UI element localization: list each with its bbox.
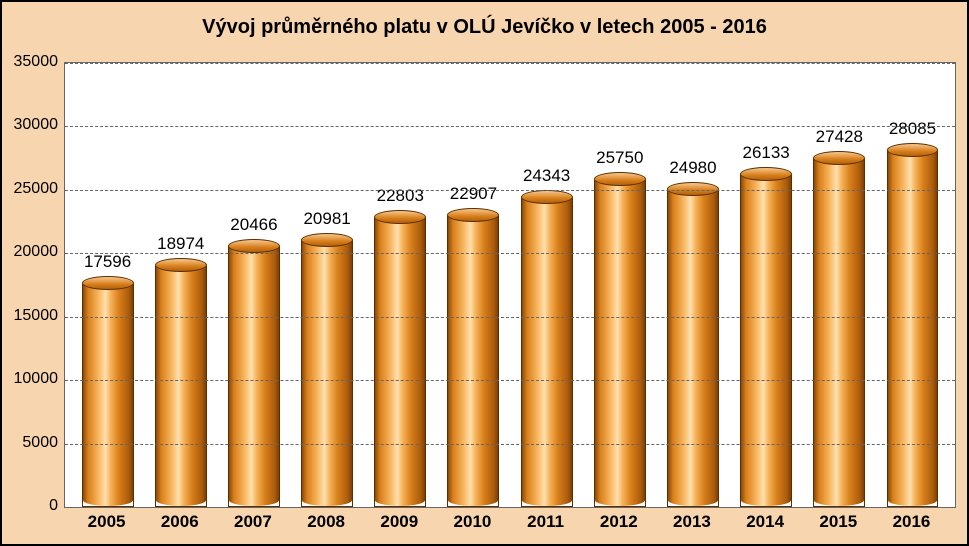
bar-value-label: 22907 xyxy=(450,184,497,204)
plot-area: 17596 18974 20466 20981 22803 22907 24343 25750… xyxy=(64,62,956,508)
y-tick-label: 25000 xyxy=(6,180,58,198)
y-tick-label: 10000 xyxy=(6,370,58,388)
x-tick-label: 2005 xyxy=(70,512,143,532)
bar-slot: 24980 xyxy=(656,190,729,507)
bar-slot: 25750 xyxy=(583,180,656,507)
bar-value-label: 24980 xyxy=(669,158,716,178)
bar-slot: 24343 xyxy=(510,198,583,507)
bar-value-label: 25750 xyxy=(596,148,643,168)
bar: 22907 xyxy=(447,216,499,507)
bar-slot: 22907 xyxy=(437,216,510,507)
bar: 24343 xyxy=(521,198,573,507)
bar-value-label: 28085 xyxy=(889,119,936,139)
bar-body xyxy=(156,266,206,506)
grid-line xyxy=(65,444,955,445)
chart-container: Vývoj průměrného platu v OLÚ Jevíčko v l… xyxy=(0,0,969,546)
x-tick-label: 2014 xyxy=(729,512,802,532)
bar-top xyxy=(887,143,939,157)
bar-value-label: 24343 xyxy=(523,166,570,186)
y-tick-label: 35000 xyxy=(6,53,58,71)
bar-value-label: 20981 xyxy=(303,209,350,229)
bar-value-label: 17596 xyxy=(84,252,131,272)
bar-value-label: 26133 xyxy=(742,143,789,163)
y-tick-label: 30000 xyxy=(6,116,58,134)
bar-slot: 20466 xyxy=(217,247,290,507)
grid-line xyxy=(65,317,955,318)
x-tick-label: 2012 xyxy=(582,512,655,532)
grid-line xyxy=(65,126,955,127)
y-tick-label: 5000 xyxy=(6,434,58,452)
bar-body xyxy=(229,247,279,506)
y-tick-label: 20000 xyxy=(6,243,58,261)
x-tick-label: 2013 xyxy=(655,512,728,532)
bar-top xyxy=(82,276,134,290)
bar-value-label: 22803 xyxy=(377,186,424,206)
bar-body xyxy=(741,175,791,506)
chart-title: Vývoj průměrného platu v OLÚ Jevíčko v l… xyxy=(2,16,967,39)
y-tick-label: 15000 xyxy=(6,307,58,325)
bar: 20981 xyxy=(301,241,353,507)
x-tick-label: 2007 xyxy=(216,512,289,532)
grid-line xyxy=(65,380,955,381)
y-tick-label: 0 xyxy=(6,497,58,515)
bar-value-label: 27428 xyxy=(816,127,863,147)
x-tick-label: 2008 xyxy=(290,512,363,532)
bar-body xyxy=(522,198,572,506)
bar-slot: 26133 xyxy=(730,175,803,507)
bar: 28085 xyxy=(887,151,939,507)
bar-body xyxy=(302,241,352,506)
bar-slot: 22803 xyxy=(364,218,437,507)
bar-value-label: 20466 xyxy=(230,215,277,235)
bar-value-label: 18974 xyxy=(157,234,204,254)
bar: 24980 xyxy=(667,190,719,507)
bar: 20466 xyxy=(228,247,280,507)
bar-top xyxy=(301,233,353,247)
x-axis-labels: 2005200620072008200920102011201220132014… xyxy=(64,512,954,532)
x-tick-label: 2015 xyxy=(802,512,875,532)
bar-body xyxy=(814,159,864,506)
bar-body xyxy=(595,180,645,506)
bar: 26133 xyxy=(740,175,792,507)
bar: 18974 xyxy=(155,266,207,507)
bar-top xyxy=(521,190,573,204)
bar-body xyxy=(375,218,425,506)
bars-group: 17596 18974 20466 20981 22803 22907 24343 25750… xyxy=(65,63,955,507)
bar-top xyxy=(374,210,426,224)
bar-body xyxy=(448,216,498,506)
x-tick-label: 2006 xyxy=(143,512,216,532)
bar: 27428 xyxy=(813,159,865,507)
bar-slot: 28085 xyxy=(876,151,949,507)
bar-body xyxy=(668,190,718,506)
grid-line xyxy=(65,253,955,254)
x-tick-label: 2016 xyxy=(875,512,948,532)
bar-slot: 27428 xyxy=(803,159,876,507)
x-tick-label: 2010 xyxy=(436,512,509,532)
bar: 22803 xyxy=(374,218,426,507)
x-tick-label: 2009 xyxy=(363,512,436,532)
bar-slot: 20981 xyxy=(291,241,364,507)
bar: 25750 xyxy=(594,180,646,507)
grid-line xyxy=(65,63,955,64)
bar-body xyxy=(888,151,938,506)
grid-line xyxy=(65,190,955,191)
x-tick-label: 2011 xyxy=(509,512,582,532)
bar-slot: 18974 xyxy=(144,266,217,507)
